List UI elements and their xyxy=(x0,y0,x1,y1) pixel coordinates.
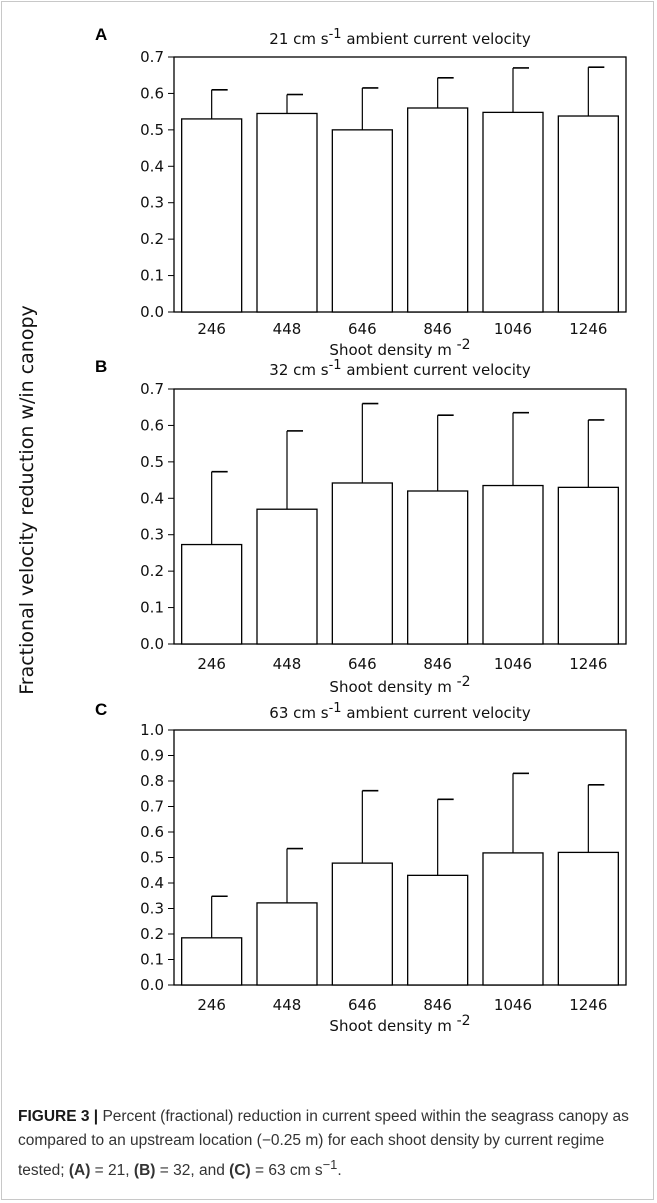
y-tick-label: 0.1 xyxy=(140,599,164,617)
bar xyxy=(557,115,619,313)
y-tick-label: 0.7 xyxy=(140,48,164,66)
y-tick-label: 0.3 xyxy=(140,900,164,918)
bar xyxy=(256,112,318,313)
bar xyxy=(557,486,619,645)
x-tick-label: 1046 xyxy=(494,320,532,338)
figure-caption: FIGURE 3 | Percent (fractional) reductio… xyxy=(18,1105,643,1183)
y-tick-label: 0.4 xyxy=(140,157,164,175)
plot-frame xyxy=(173,56,627,313)
bar xyxy=(482,484,544,645)
x-tick-label: 646 xyxy=(348,320,377,338)
panel-letter: B xyxy=(95,357,107,376)
chart-panel-c: C 63 cm s-1 ambient current velocity 0.0 0.… xyxy=(95,700,627,1035)
chart-panel-b: B 32 cm s-1 ambient current velocity 0.0 0.… xyxy=(95,357,627,696)
x-tick-label: 448 xyxy=(273,320,302,338)
y-tick-label: 0.2 xyxy=(140,230,164,248)
caption-part-a-value: = 21, xyxy=(90,1162,134,1180)
panel-title: 32 cm s-1 ambient current velocity xyxy=(269,358,531,379)
bar xyxy=(557,851,619,986)
y-tick-label: 0.1 xyxy=(140,267,164,285)
y-tick-label: 0.0 xyxy=(140,635,164,653)
y-tick-label: 0.3 xyxy=(140,526,164,544)
y-tick-label: 1.0 xyxy=(140,721,164,739)
y-tick-label: 0.5 xyxy=(140,849,164,867)
bar xyxy=(256,902,318,986)
y-tick-label: 0.1 xyxy=(140,951,164,969)
bar xyxy=(482,111,544,313)
x-axis-label: Shoot density m -2 xyxy=(329,1013,470,1035)
bar xyxy=(482,852,544,986)
x-tick-label: 246 xyxy=(197,996,226,1014)
y-tick-label: 0.2 xyxy=(140,925,164,943)
bar xyxy=(181,118,243,313)
x-tick-label: 448 xyxy=(273,655,302,673)
y-tick-label: 0.2 xyxy=(140,562,164,580)
y-tick-label: 0.4 xyxy=(140,874,164,892)
x-tick-label: 1046 xyxy=(494,996,532,1014)
y-tick-label: 0.6 xyxy=(140,823,164,841)
caption-part-b-value: = 32, and xyxy=(155,1162,230,1180)
y-tick-label: 0.4 xyxy=(140,489,164,507)
chart-panel-a: A 21 cm s-1 ambient current velocity 0.0 0.… xyxy=(95,25,627,359)
y-tick-label: 0.7 xyxy=(140,798,164,816)
caption-part-c-label: (C) xyxy=(229,1162,251,1180)
x-axis-label: Shoot density m -2 xyxy=(329,674,470,696)
y-tick-label: 0.6 xyxy=(140,84,164,102)
panel-letter: C xyxy=(95,700,107,719)
caption-end: . xyxy=(337,1162,342,1180)
y-tick-label: 0.5 xyxy=(140,453,164,471)
y-tick-label: 0.6 xyxy=(140,416,164,434)
panel-title: 63 cm s-1 ambient current velocity xyxy=(269,701,531,722)
x-tick-label: 1246 xyxy=(569,996,607,1014)
bar xyxy=(407,874,469,986)
x-tick-label: 846 xyxy=(423,320,452,338)
caption-part-c-value: = 63 cm s xyxy=(250,1162,323,1180)
x-tick-label: 646 xyxy=(348,655,377,673)
x-tick-label: 846 xyxy=(423,655,452,673)
y-tick-label: 0.0 xyxy=(140,976,164,994)
x-tick-label: 246 xyxy=(197,655,226,673)
bar xyxy=(181,543,243,645)
bar xyxy=(331,482,393,645)
x-tick-label: 246 xyxy=(197,320,226,338)
x-tick-label: 1246 xyxy=(569,655,607,673)
y-tick-label: 0.0 xyxy=(140,303,164,321)
x-tick-label: 646 xyxy=(348,996,377,1014)
bar xyxy=(256,508,318,645)
figure-label: FIGURE 3 xyxy=(18,1108,90,1125)
x-tick-label: 846 xyxy=(423,996,452,1014)
panel-title: 21 cm s-1 ambient current velocity xyxy=(269,27,531,48)
x-tick-label: 1046 xyxy=(494,655,532,673)
figure-canvas: Fractional velocity reduction w/in canop… xyxy=(16,25,627,1035)
y-tick-label: 0.9 xyxy=(140,747,164,765)
bar xyxy=(331,129,393,313)
caption-text: Percent (fractional) reduction in curren… xyxy=(18,1108,629,1180)
caption-part-a-label: (A) xyxy=(68,1162,91,1180)
y-axis-label: Fractional velocity reduction w/in canop… xyxy=(16,305,38,695)
caption-separator: | xyxy=(89,1108,103,1125)
y-tick-label: 0.7 xyxy=(140,380,164,398)
bar xyxy=(331,862,393,986)
y-tick-label: 0.3 xyxy=(140,194,164,212)
bar xyxy=(407,490,469,645)
x-tick-label: 1246 xyxy=(569,320,607,338)
plot-frame xyxy=(173,388,627,645)
y-tick-label: 0.8 xyxy=(140,772,164,790)
bar xyxy=(181,937,243,986)
caption-unit-exponent: −1 xyxy=(322,1157,338,1172)
panel-letter: A xyxy=(95,25,107,44)
bar xyxy=(407,107,469,313)
caption-part-b-label: (B) xyxy=(133,1162,156,1180)
x-axis-label: Shoot density m -2 xyxy=(329,337,470,359)
x-tick-label: 448 xyxy=(273,996,302,1014)
y-tick-label: 0.5 xyxy=(140,121,164,139)
